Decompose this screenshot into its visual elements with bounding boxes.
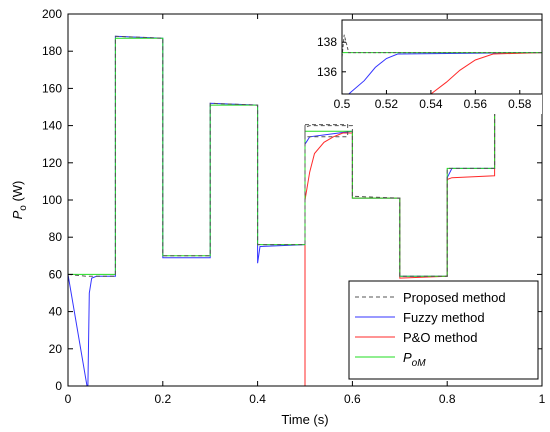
- main-plot-area: 0 0.2 0.4 0.6 0.8 1 0 20 40 60 80 100 120 140 160 180 20…: [42, 7, 546, 406]
- y-tick-label: 40: [49, 305, 63, 319]
- zoom-region-box: [304, 124, 349, 138]
- y-tick-label: 180: [42, 44, 62, 58]
- legend-entry-label: Fuzzy method: [403, 310, 485, 325]
- x-tick-label: 0.8: [439, 392, 456, 406]
- y-tick-label: 120: [42, 156, 62, 170]
- y-tick-label: 60: [49, 267, 63, 281]
- y-tick-label: 20: [49, 342, 63, 356]
- x-tick-label: 0.4: [249, 392, 266, 406]
- y-tick-label: 0: [55, 379, 62, 393]
- x-tick-label: 0.2: [154, 392, 171, 406]
- y-tick-label: 140: [42, 119, 62, 133]
- x-tick-label: 0: [65, 392, 72, 406]
- legend-subscript: oM: [412, 358, 427, 369]
- y-tick-label: 200: [42, 7, 62, 21]
- legend-entry-label: PoM: [403, 350, 426, 369]
- y-tick-label: 160: [42, 81, 62, 95]
- y-tick-label: 100: [42, 193, 62, 207]
- legend-entry-label: Proposed method: [403, 290, 506, 305]
- y-axis-label-symbol: P: [10, 210, 25, 219]
- inset-x-tick-label: 0.54: [419, 97, 443, 111]
- inset-y-tick-label: 136: [317, 65, 337, 79]
- series-line-0: [67, 35, 543, 277]
- inset-x-tick-label: 0.5: [334, 97, 351, 111]
- inset-zoom-plot: 0.5 0.52 0.54 0.56 0.58 136 138: [312, 19, 543, 114]
- x-tick-label: 1: [539, 392, 546, 406]
- inset-series-line-0: [341, 34, 542, 58]
- inset-frame: [341, 19, 543, 95]
- inset-x-tick-label: 0.52: [375, 97, 399, 111]
- inset-x-tick-label: 0.58: [508, 97, 532, 111]
- y-axis-label: Po (W): [10, 181, 29, 220]
- inset-y-tick-label: 138: [317, 35, 337, 49]
- legend-symbol: P: [403, 350, 412, 365]
- legend: Proposed method Fuzzy method P&O method PoM: [348, 280, 539, 380]
- x-tick-label: 0.6: [344, 392, 361, 406]
- inset-series-line-2: [430, 52, 543, 95]
- x-axis-label: Time (s): [281, 412, 328, 427]
- legend-box: [348, 280, 539, 380]
- legend-entry-label: P&O method: [403, 330, 477, 345]
- inset-plot-area: [342, 20, 542, 94]
- y-tick-label: 80: [49, 230, 63, 244]
- inset-x-tick-label: 0.56: [464, 97, 488, 111]
- y-axis-label-unit: (W): [10, 181, 25, 206]
- y-axis-label-subscript: o: [18, 205, 29, 211]
